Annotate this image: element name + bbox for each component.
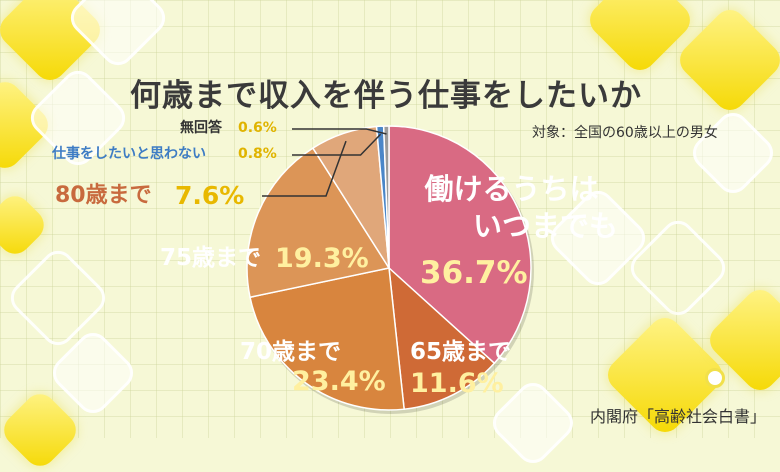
slice-label-anytime: 働けるうちは いつまでも — [405, 172, 619, 243]
slice-value-80: 7.6% — [175, 181, 245, 210]
leader-line-no-answer — [292, 128, 387, 135]
slice-label-anytime-line2: いつまでも — [473, 209, 619, 243]
slice-value-anytime: 36.7% — [420, 255, 528, 291]
pie-slice-75 — [246, 147, 391, 299]
chart-title: 何歳まで収入を伴う仕事をしたいか — [130, 78, 642, 114]
slice-label-70: 70歳まで — [240, 339, 342, 365]
chart-subtitle: 対象：全国の60歳以上の男女 — [532, 125, 718, 141]
source-credit: 内閣府「高齢社会白書」 — [590, 407, 767, 426]
slice-label-no-work: 仕事をしたいと思わない — [52, 146, 206, 162]
slice-label-65: 65歳まで — [410, 339, 512, 365]
leader-line-80 — [262, 140, 347, 197]
leader-line-no-work — [292, 133, 382, 156]
pie-chart — [246, 125, 534, 414]
slice-value-65: 11.6% — [410, 368, 504, 399]
slice-label-anytime-line1: 働けるうちは — [424, 172, 599, 206]
pie-slice-no-answer — [382, 125, 390, 269]
slice-value-70: 23.4% — [292, 366, 386, 397]
slice-value-75: 19.3% — [275, 243, 369, 274]
slice-label-75: 75歳まで — [160, 245, 262, 271]
slice-label-no-answer: 無回答 — [180, 120, 222, 136]
slice-value-no-work: 0.8% — [238, 146, 277, 162]
slice-value-no-answer: 0.6% — [238, 120, 277, 136]
slice-label-80: 80歳まで — [55, 183, 152, 208]
pie-slice-65 — [388, 266, 496, 411]
pie-slice-anytime — [388, 125, 532, 365]
decor-circle — [705, 368, 725, 388]
pie-slice-70 — [249, 267, 405, 411]
